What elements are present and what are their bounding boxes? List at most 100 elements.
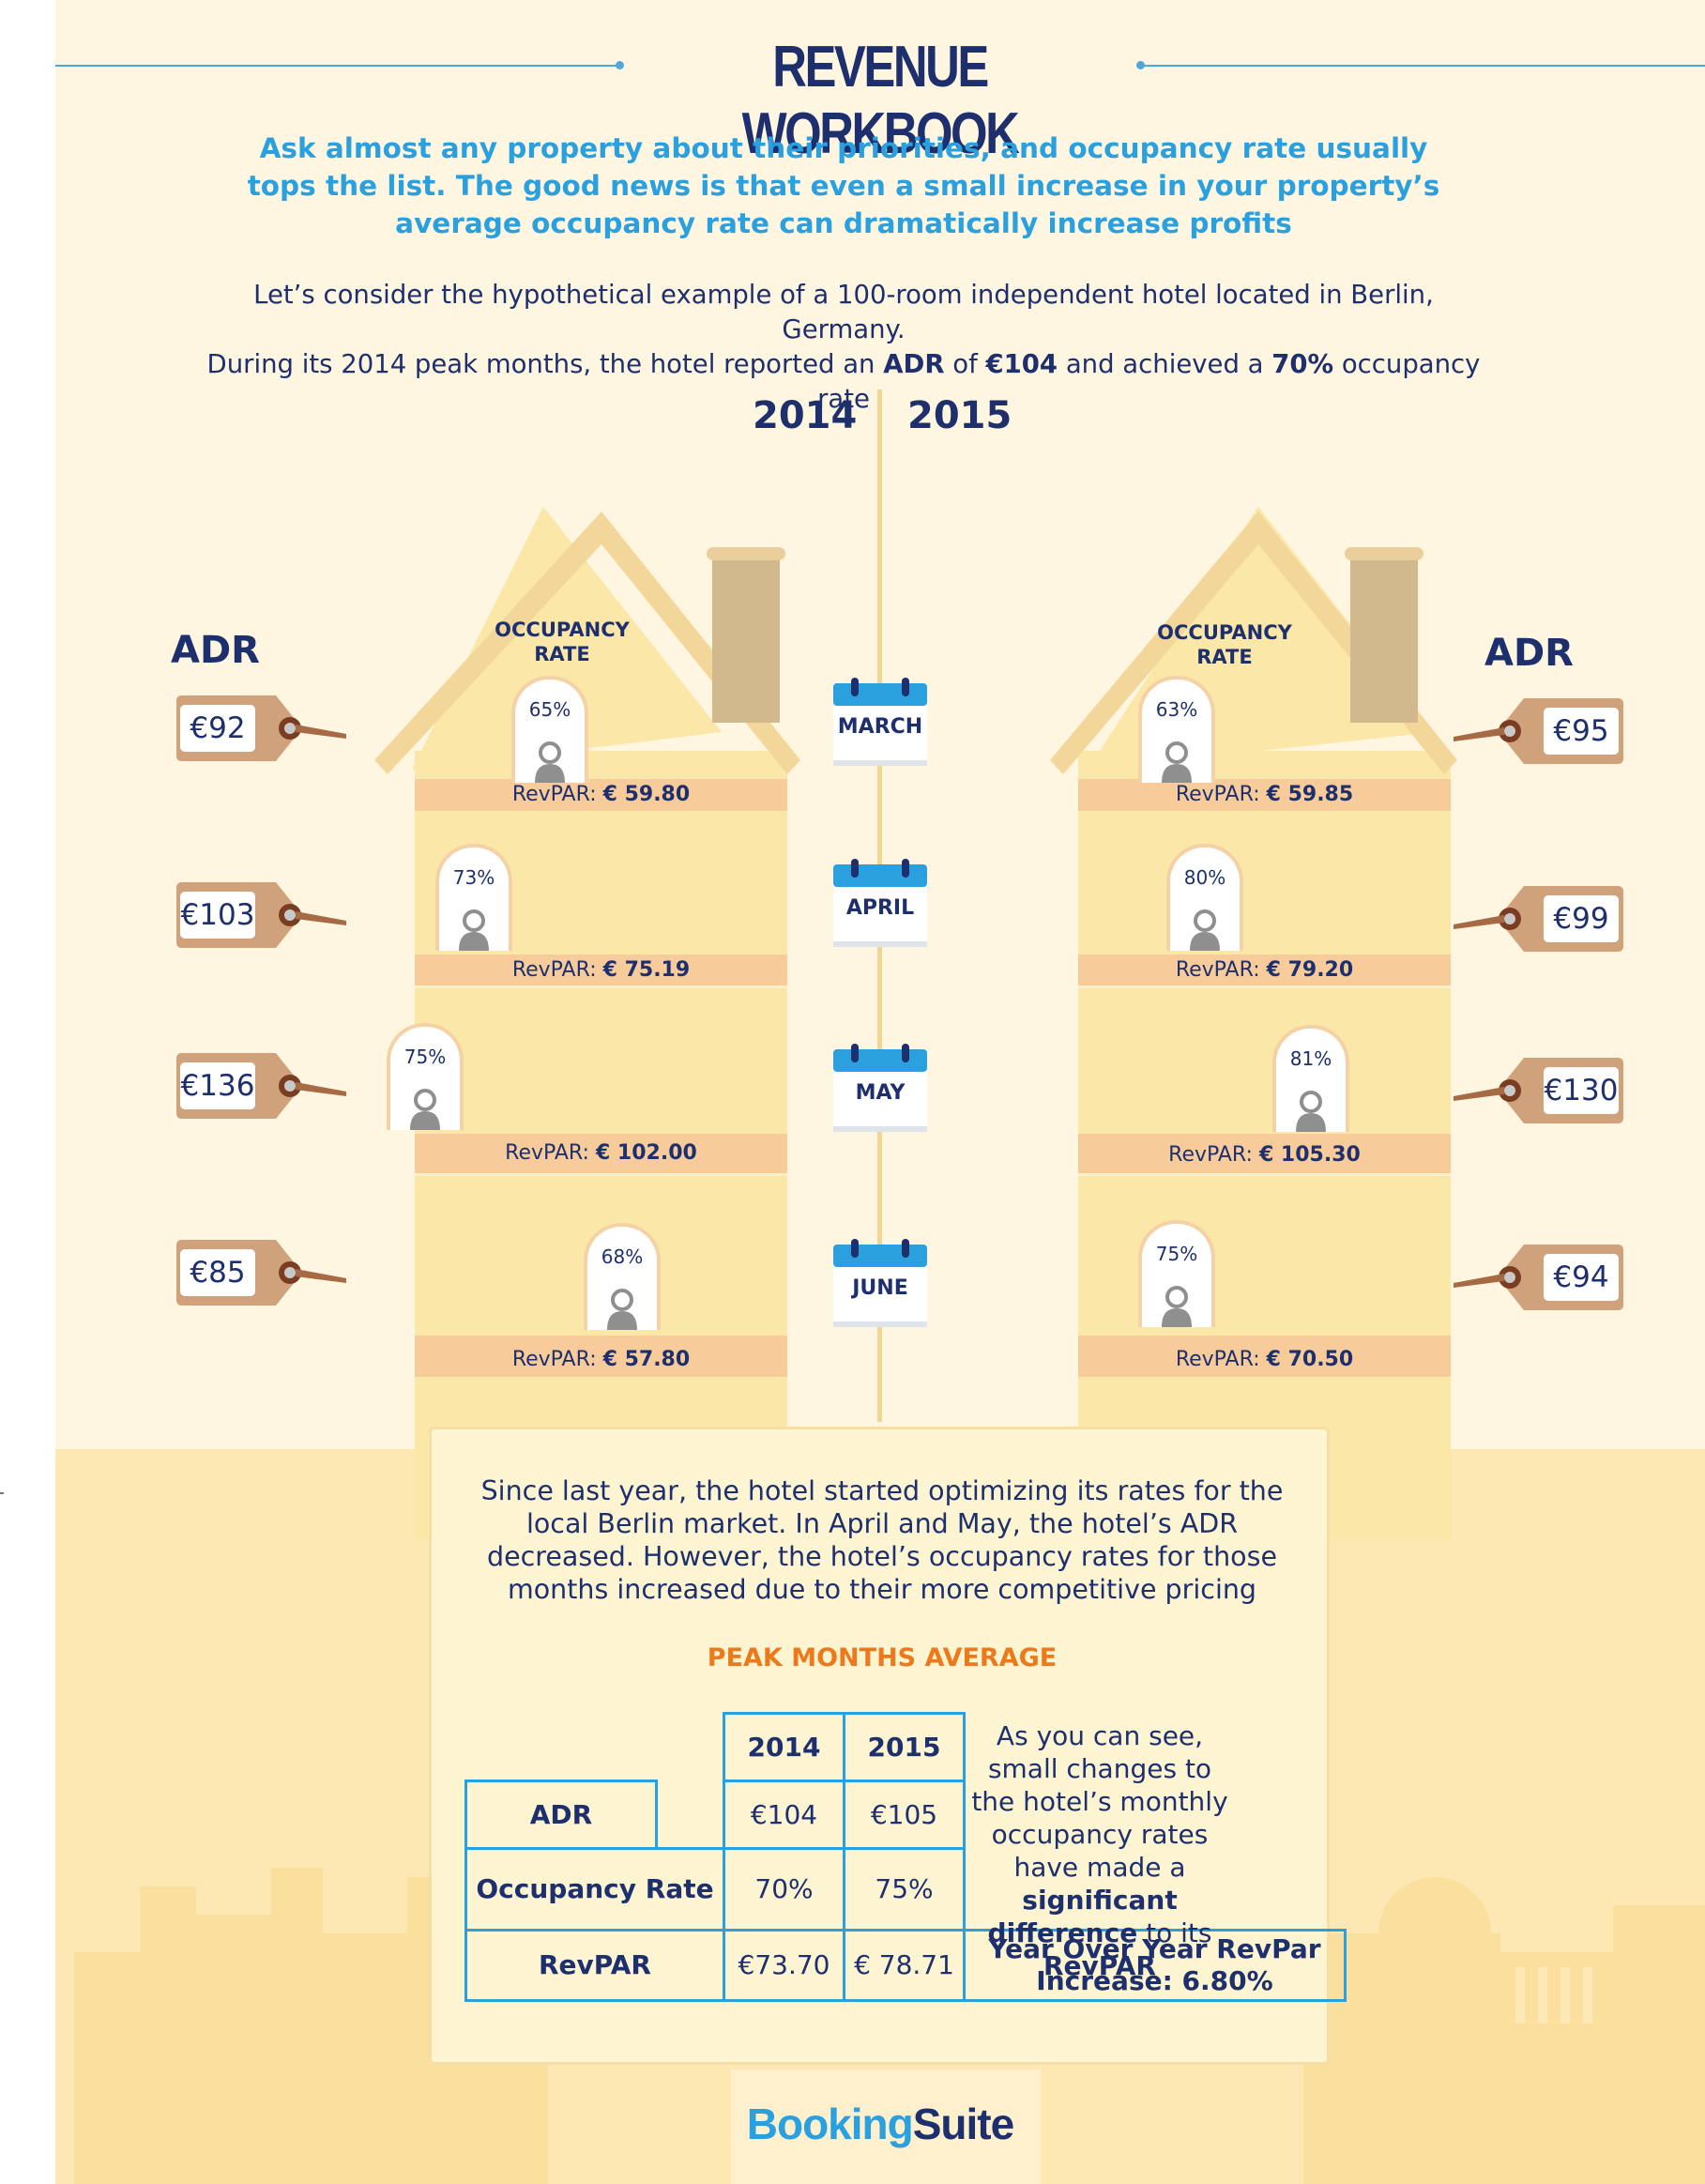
adr-tag-2014-may: €136 bbox=[173, 1049, 346, 1123]
occupancy-value: 63% bbox=[1155, 698, 1198, 721]
logo-part-1: Booking bbox=[746, 2100, 914, 2148]
logo-part-2: Suite bbox=[912, 2100, 1014, 2148]
adr-value: €99 bbox=[1544, 895, 1619, 942]
revpar-value: € 105.30 bbox=[1258, 1143, 1361, 1167]
revpar-label: RevPAR: bbox=[511, 783, 603, 806]
title-row: REVENUE WORKBOOK bbox=[55, 26, 1705, 166]
adr-heading-2015: ADR bbox=[1484, 632, 1574, 675]
revpar-value: € 59.80 bbox=[602, 783, 691, 806]
window-2014-june: 68% bbox=[584, 1223, 661, 1330]
context-occupancy-value: 70% bbox=[1271, 349, 1334, 379]
adr-tag-2015-april: €99 bbox=[1454, 882, 1627, 955]
month-label: APRIL bbox=[845, 896, 915, 920]
guest-icon bbox=[1190, 909, 1220, 951]
table-row-label-adr: ADR bbox=[464, 1779, 658, 1850]
adr-heading-2014: ADR bbox=[171, 629, 260, 672]
adr-value: €103 bbox=[180, 892, 255, 939]
window-2015-march: 63% bbox=[1138, 676, 1215, 783]
calendar-icon bbox=[833, 1239, 927, 1327]
year-2015-heading: 2015 bbox=[907, 394, 1012, 437]
side-note: As you can see, small changes to the hot… bbox=[968, 1719, 1231, 1982]
revpar-2015-may: RevPAR: € 105.30 bbox=[1078, 1139, 1451, 1171]
summary-panel: Since last year, the hotel started optim… bbox=[429, 1427, 1347, 2065]
guest-icon bbox=[607, 1289, 637, 1330]
guest-icon bbox=[535, 741, 565, 783]
occupancy-value: 75% bbox=[403, 1046, 447, 1068]
calendar-march: MARCH bbox=[832, 678, 928, 770]
adr-value: €95 bbox=[1544, 708, 1619, 755]
window-2015-june: 75% bbox=[1138, 1220, 1215, 1327]
title-divider-dot-left bbox=[616, 61, 624, 69]
revpar-value: € 75.19 bbox=[602, 958, 691, 982]
occupancy-heading-2014: OCCUPANCY RATE bbox=[468, 618, 656, 666]
title-divider-left bbox=[55, 65, 618, 67]
adr-value: €92 bbox=[180, 705, 255, 752]
window-2014-may: 75% bbox=[387, 1023, 464, 1130]
revpar-2015-april: RevPAR: € 79.20 bbox=[1078, 955, 1451, 986]
calendar-icon bbox=[833, 678, 927, 766]
table-cell-occupancy-2015: 75% bbox=[843, 1847, 966, 1932]
guest-icon bbox=[1162, 1286, 1192, 1327]
calendar-icon bbox=[833, 1044, 927, 1132]
revpar-label: RevPAR: bbox=[1175, 1348, 1267, 1371]
side-note-emphasis: significant difference bbox=[987, 1885, 1178, 1948]
calendar-icon bbox=[833, 859, 927, 947]
context-line-1: Let’s consider the hypothetical example … bbox=[253, 280, 1434, 344]
revpar-label: RevPAR: bbox=[1168, 1143, 1259, 1167]
adr-tag-2014-june: €85 bbox=[173, 1236, 346, 1309]
occupancy-value: 73% bbox=[452, 866, 495, 889]
year-2014-heading: 2014 bbox=[753, 394, 858, 437]
yoy-value: 6.80% bbox=[1181, 1965, 1273, 1996]
table-cell-adr-2015: €105 bbox=[843, 1779, 966, 1850]
table-cell-revpar-2014: €73.70 bbox=[723, 1929, 845, 2002]
occupancy-label: OCCUPANCY bbox=[1157, 621, 1292, 644]
page-title: REVENUE WORKBOOK bbox=[741, 35, 1020, 166]
guest-icon bbox=[459, 909, 489, 951]
revpar-value: € 57.80 bbox=[602, 1348, 691, 1371]
table-cell-adr-2014: €104 bbox=[723, 1779, 845, 1850]
peak-months-title: PEAK MONTHS AVERAGE bbox=[707, 1643, 1058, 1672]
summary-text: Since last year, the hotel started optim… bbox=[480, 1475, 1284, 1605]
occupancy-value: 80% bbox=[1183, 866, 1226, 889]
guest-icon bbox=[1296, 1091, 1326, 1132]
adr-tag-2015-march: €95 bbox=[1454, 695, 1627, 768]
context-text-part: of bbox=[944, 349, 986, 379]
window-2015-april: 80% bbox=[1166, 844, 1243, 951]
guest-icon bbox=[410, 1089, 440, 1130]
revpar-label: RevPAR: bbox=[511, 1348, 603, 1371]
adr-value: €85 bbox=[180, 1249, 255, 1296]
revpar-value: € 79.20 bbox=[1266, 958, 1354, 982]
revpar-label: RevPAR: bbox=[505, 1141, 596, 1165]
adr-value: €136 bbox=[180, 1062, 255, 1109]
side-note-text: As you can see, small changes to the hot… bbox=[971, 1720, 1228, 1883]
window-2015-may: 81% bbox=[1272, 1025, 1349, 1132]
occupancy-heading-2015: OCCUPANCY RATE bbox=[1131, 620, 1318, 669]
calendar-may: MAY bbox=[832, 1044, 928, 1136]
revpar-value: € 59.85 bbox=[1266, 783, 1354, 806]
revpar-2014-june: RevPAR: € 57.80 bbox=[415, 1344, 787, 1376]
yoy-increase-box: Year Over Year RevPar Increase: 6.80% bbox=[963, 1929, 1347, 2002]
adr-tag-2015-june: €94 bbox=[1454, 1241, 1627, 1314]
revpar-label: RevPAR: bbox=[1175, 783, 1267, 806]
rate-label: RATE bbox=[1196, 646, 1253, 668]
revpar-label: RevPAR: bbox=[511, 958, 603, 982]
context-text-part: During its 2014 peak months, the hotel r… bbox=[206, 349, 884, 379]
month-label: MARCH bbox=[837, 715, 923, 739]
stray-mark bbox=[0, 1492, 4, 1494]
context-adr-value: €104 bbox=[985, 349, 1058, 379]
table-header-2014: 2014 bbox=[723, 1712, 845, 1782]
occupancy-value: 65% bbox=[528, 698, 571, 721]
revpar-2014-may: RevPAR: € 102.00 bbox=[415, 1138, 787, 1169]
month-label: JUNE bbox=[852, 1276, 908, 1300]
side-note-text: to its bbox=[1137, 1917, 1212, 1948]
yoy-label: Year Over Year RevPar Increase: bbox=[988, 1933, 1321, 1996]
table-cell-revpar-2015: € 78.71 bbox=[843, 1929, 966, 2002]
revpar-label: RevPAR: bbox=[1175, 958, 1267, 982]
adr-value: €130 bbox=[1544, 1067, 1619, 1114]
occupancy-value: 81% bbox=[1289, 1047, 1332, 1070]
revpar-2014-march: RevPAR: € 59.80 bbox=[415, 779, 787, 811]
intro-text: Ask almost any property about their prio… bbox=[247, 132, 1440, 239]
adr-value: €94 bbox=[1544, 1254, 1619, 1301]
calendar-june: JUNE bbox=[832, 1239, 928, 1331]
window-2014-april: 73% bbox=[435, 844, 512, 951]
